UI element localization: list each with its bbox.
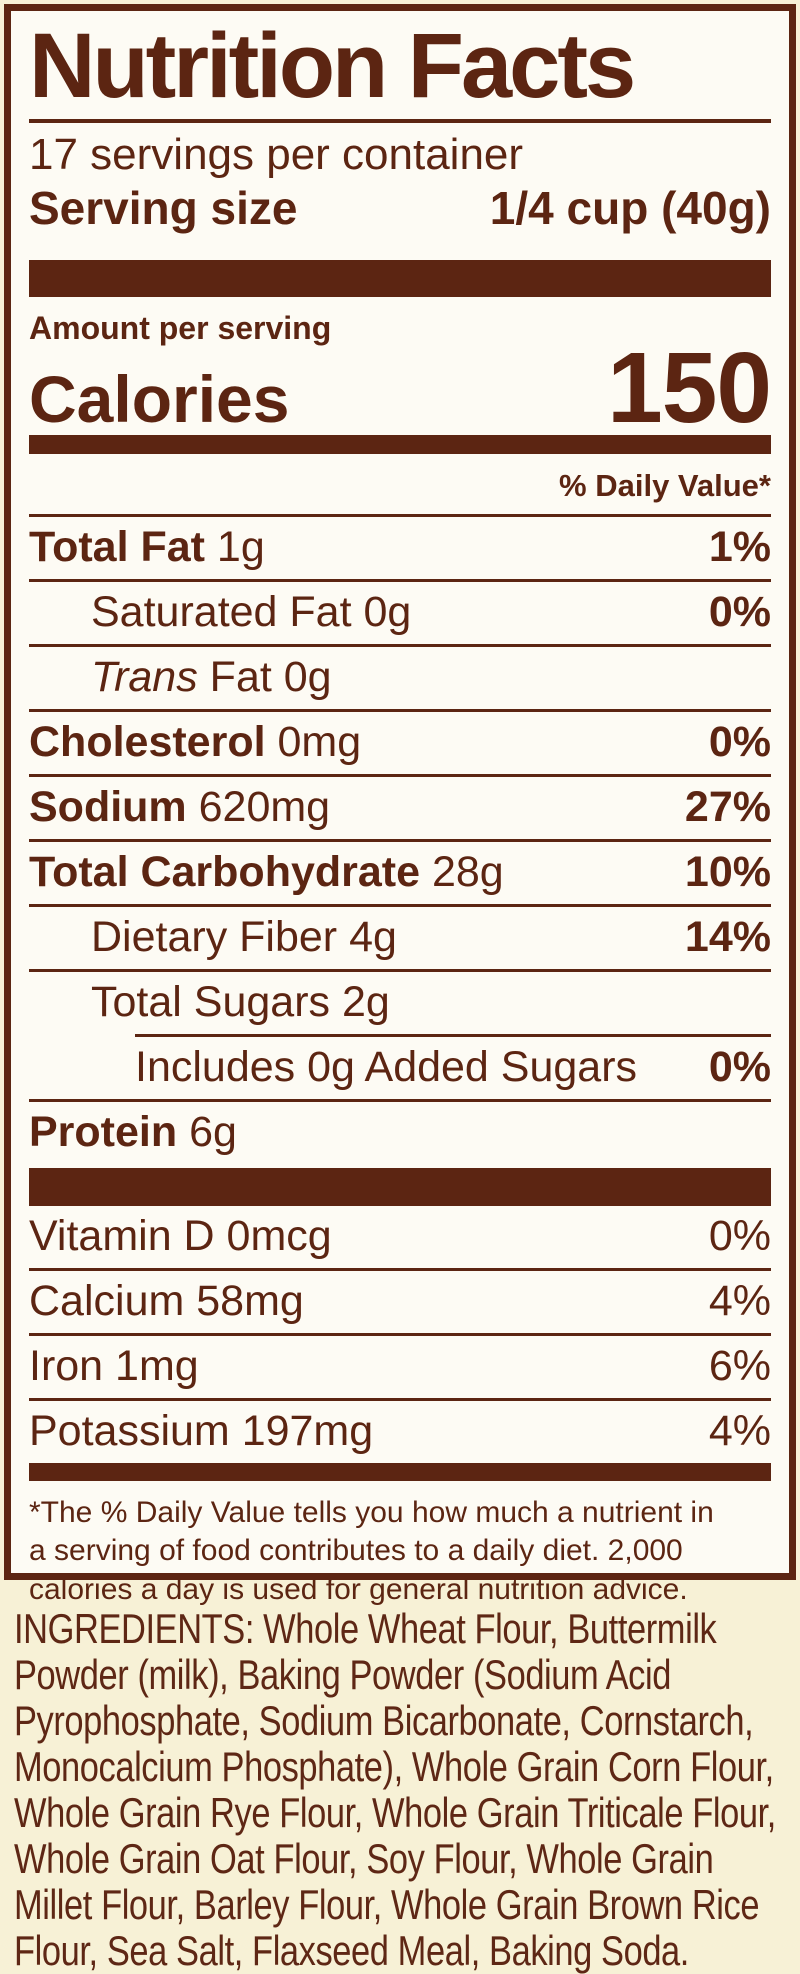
vitamin-row-iron: Iron 1mg 6% — [29, 1336, 771, 1401]
servings-per-container: 17 servings per container — [29, 130, 524, 180]
daily-value: 0% — [708, 1042, 771, 1091]
title-divider — [29, 119, 771, 124]
page-title: Nutrition Facts — [29, 15, 636, 117]
vitamin-name: Iron 1mg — [29, 1341, 199, 1390]
nutrient-name: Cholesterol — [29, 717, 266, 766]
daily-value: 14% — [684, 912, 771, 961]
calories-row: Calories 150 — [29, 331, 772, 444]
nutrient-name: Total Sugars 2g — [91, 977, 390, 1026]
nutrient-name: Dietary Fiber 4g — [91, 912, 397, 961]
nutrient-name: Total Carbohydrate — [29, 847, 421, 896]
nutrient-row-total-fat: Total Fat 1g 1% — [29, 517, 771, 582]
vitamin-row-potassium: Potassium 197mg 4% — [29, 1401, 771, 1463]
serving-size-value: 1/4 cup (40g) — [489, 181, 771, 234]
daily-value: 4% — [708, 1406, 771, 1455]
nutrient-name: Includes 0g Added Sugars — [135, 1042, 638, 1091]
nutrient-row-added-sugars: Includes 0g Added Sugars 0% — [29, 1037, 771, 1102]
ingredients-line: Pyrophosphate, Sodium Bicarbonate, Corns… — [14, 1697, 754, 1744]
thick-separator-bar — [29, 260, 771, 298]
footnote-line: *The % Daily Value tells you how much a … — [29, 1495, 714, 1529]
nutrient-row-sodium: Sodium 620mg 27% — [29, 777, 771, 842]
nutrition-facts-panel: Nutrition Facts 17 servings per containe… — [4, 4, 796, 1606]
daily-value-footnote: *The % Daily Value tells you how much a … — [29, 1494, 771, 1609]
daily-value: 0% — [708, 587, 771, 636]
footnote-line: calories a day is used for general nutri… — [29, 1572, 688, 1606]
serving-size-label: Serving size — [29, 181, 298, 234]
nutrient-row-cholesterol: Cholesterol 0mg 0% — [29, 712, 771, 777]
nutrient-name: Saturated Fat 0g — [91, 587, 412, 636]
ingredients-line: Whole Grain Oat Flour, Soy Flour, Whole … — [14, 1835, 714, 1882]
nutrient-row-trans-fat: Trans Fat 0g — [29, 647, 771, 712]
vitamin-name: Potassium 197mg — [29, 1406, 374, 1455]
calories-value: 150 — [607, 331, 772, 444]
ingredients-line: Monocalcium Phosphate), Whole Grain Corn… — [14, 1743, 774, 1790]
ingredients-line: INGREDIENTS: Whole Wheat Flour, Buttermi… — [14, 1605, 717, 1652]
nutrient-name: Protein — [29, 1107, 178, 1156]
nutrient-row-total-sugars: Total Sugars 2g — [29, 972, 771, 1034]
serving-size-row: Serving size 1/4 cup (40g) — [29, 183, 771, 234]
daily-value: 0% — [708, 717, 771, 766]
nutrient-amount: 620mg — [186, 782, 331, 831]
daily-value: 10% — [684, 847, 771, 896]
daily-value: 27% — [684, 782, 771, 831]
daily-value: 1% — [708, 522, 771, 571]
ingredients-line: Powder (milk), Baking Powder (Sodium Aci… — [14, 1651, 671, 1698]
nutrient-row-saturated-fat: Saturated Fat 0g 0% — [29, 582, 771, 647]
nutrient-name: Total Fat — [29, 522, 205, 571]
ingredients-line: Millet Flour, Barley Flour, Whole Grain … — [14, 1881, 760, 1928]
daily-value: 0% — [708, 1211, 771, 1260]
nutrient-amount: Fat 0g — [197, 652, 332, 701]
daily-value: 6% — [708, 1341, 771, 1390]
medium-separator-bar — [29, 434, 771, 454]
thick-separator-bar — [29, 1167, 771, 1206]
nutrient-row-total-carbohydrate: Total Carbohydrate 28g 10% — [29, 842, 771, 907]
nutrient-name: Sodium — [29, 782, 187, 831]
medium-separator-bar — [29, 1462, 771, 1481]
daily-value: 4% — [708, 1276, 771, 1325]
nutrient-amount: 6g — [177, 1107, 237, 1156]
nutrient-amount: 28g — [420, 847, 504, 896]
indented-divider — [135, 1033, 771, 1037]
nutrient-row-protein: Protein 6g — [29, 1102, 771, 1164]
nutrient-amount: 1g — [204, 522, 265, 571]
vitamin-row-calcium: Calcium 58mg 4% — [29, 1271, 771, 1336]
nutrient-name-italic: Trans — [91, 652, 198, 701]
amount-per-serving-label: Amount per serving — [29, 310, 332, 347]
ingredients-list: INGREDIENTS: Whole Wheat Flour, Buttermi… — [14, 1606, 800, 1974]
vitamin-name: Calcium 58mg — [29, 1276, 304, 1325]
ingredients-line: Whole Grain Rye Flour, Whole Grain Triti… — [14, 1789, 776, 1836]
daily-value-header: % Daily Value* — [29, 454, 771, 517]
footnote-line: a serving of food contributes to a daily… — [29, 1534, 683, 1568]
vitamin-row-vitamin-d: Vitamin D 0mcg 0% — [29, 1206, 771, 1271]
vitamin-name: Vitamin D 0mcg — [29, 1211, 332, 1260]
nutrient-amount: 0mg — [265, 717, 362, 766]
nutrient-row-dietary-fiber: Dietary Fiber 4g 14% — [29, 907, 771, 972]
calories-label: Calories — [29, 361, 290, 436]
ingredients-line: Flour, Sea Salt, Flaxseed Meal, Baking S… — [14, 1927, 689, 1974]
